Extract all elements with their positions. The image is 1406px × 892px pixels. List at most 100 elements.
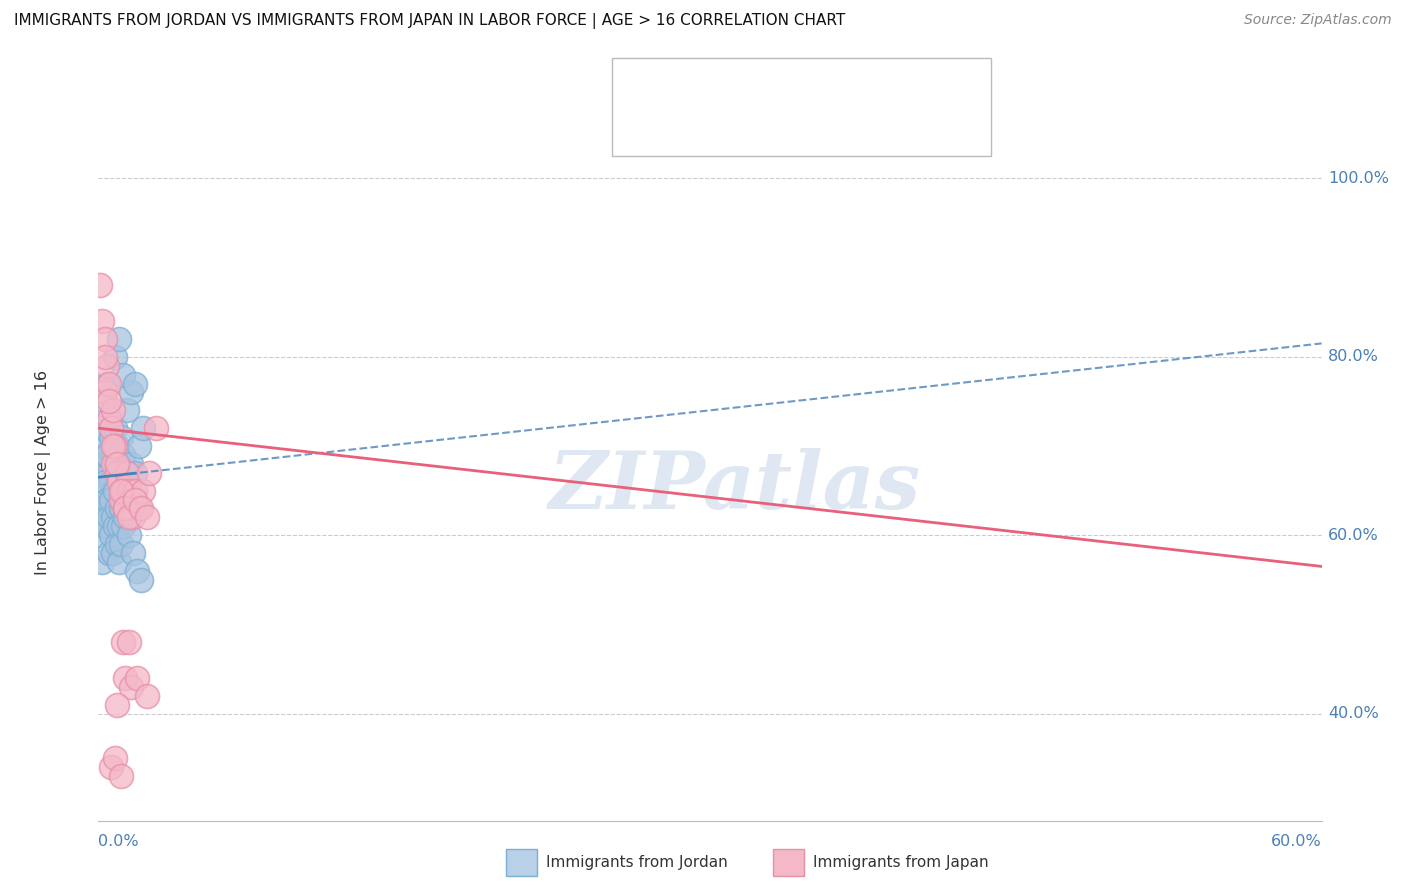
Point	[100, 421, 122, 435]
Point	[110, 483, 132, 498]
Point	[129, 501, 152, 516]
Point	[100, 760, 122, 774]
Point	[93, 394, 115, 409]
Point	[110, 769, 132, 783]
Point	[96, 439, 118, 453]
Text: Immigrants from Japan: Immigrants from Japan	[813, 855, 988, 870]
Point	[120, 492, 142, 507]
Point	[97, 519, 120, 533]
Point	[110, 466, 132, 480]
Point	[96, 492, 118, 507]
Point	[111, 519, 134, 533]
Point	[104, 421, 127, 435]
Point	[93, 448, 115, 462]
Point	[110, 430, 132, 444]
Point	[96, 448, 118, 462]
Text: R = −0.169   N = 45: R = −0.169 N = 45	[678, 112, 849, 130]
Point	[122, 510, 145, 524]
Point	[100, 430, 122, 444]
Point	[105, 457, 128, 471]
Point	[108, 475, 131, 489]
Text: 80.0%: 80.0%	[1327, 350, 1379, 364]
Text: 40.0%: 40.0%	[1327, 706, 1378, 721]
Point	[89, 457, 111, 471]
Point	[89, 278, 111, 293]
Point	[93, 332, 115, 346]
Point	[91, 314, 114, 328]
Point	[132, 421, 155, 435]
Point	[120, 457, 142, 471]
Point	[129, 573, 152, 587]
Point	[104, 457, 127, 471]
Point	[96, 376, 118, 391]
Text: IMMIGRANTS FROM JORDAN VS IMMIGRANTS FROM JAPAN IN LABOR FORCE | AGE > 16 CORREL: IMMIGRANTS FROM JORDAN VS IMMIGRANTS FRO…	[14, 13, 845, 29]
Point	[108, 555, 131, 569]
Point	[118, 528, 141, 542]
Text: ZIPatlas: ZIPatlas	[548, 448, 921, 525]
Point	[132, 483, 155, 498]
Point	[114, 466, 136, 480]
Point	[105, 466, 128, 480]
Text: 60.0%: 60.0%	[1327, 528, 1378, 542]
Point	[97, 376, 120, 391]
Point	[104, 439, 127, 453]
Text: Source: ZipAtlas.com: Source: ZipAtlas.com	[1244, 13, 1392, 28]
Text: 100.0%: 100.0%	[1327, 171, 1389, 186]
Point	[101, 457, 124, 471]
Point	[128, 439, 150, 453]
Point	[111, 368, 134, 382]
Point	[104, 483, 127, 498]
Point	[89, 528, 111, 542]
Point	[104, 519, 127, 533]
Point	[128, 501, 150, 516]
Point	[97, 546, 120, 560]
FancyBboxPatch shape	[773, 849, 804, 876]
Point	[111, 635, 134, 649]
Point	[136, 510, 159, 524]
Point	[145, 421, 167, 435]
FancyBboxPatch shape	[633, 107, 668, 136]
Point	[105, 510, 128, 524]
Point	[114, 501, 136, 516]
Point	[118, 510, 141, 524]
Text: R =  0.059   N = 70: R = 0.059 N = 70	[678, 77, 839, 95]
Point	[105, 439, 128, 453]
Point	[93, 519, 115, 533]
Point	[110, 501, 132, 516]
Point	[124, 376, 146, 391]
Point	[93, 385, 115, 400]
Point	[93, 475, 115, 489]
Point	[118, 475, 141, 489]
FancyBboxPatch shape	[506, 849, 537, 876]
Point	[91, 421, 114, 435]
Point	[127, 564, 149, 578]
Point	[124, 466, 146, 480]
Point	[96, 359, 118, 373]
Point	[100, 528, 122, 542]
Point	[114, 501, 136, 516]
Point	[100, 492, 122, 507]
Point	[111, 448, 134, 462]
Point	[97, 394, 120, 409]
Text: In Labor Force | Age > 16: In Labor Force | Age > 16	[35, 370, 52, 575]
Point	[91, 501, 114, 516]
Point	[115, 483, 138, 498]
Point	[105, 501, 128, 516]
Point	[127, 671, 149, 685]
Text: Immigrants from Jordan: Immigrants from Jordan	[546, 855, 727, 870]
FancyBboxPatch shape	[633, 71, 668, 100]
Point	[110, 492, 132, 507]
Point	[108, 519, 131, 533]
Point	[105, 537, 128, 551]
Text: 60.0%: 60.0%	[1271, 834, 1322, 849]
Point	[97, 466, 120, 480]
Point	[97, 412, 120, 426]
Point	[111, 483, 134, 498]
Point	[124, 483, 146, 498]
Point	[122, 546, 145, 560]
Point	[105, 475, 128, 489]
Point	[101, 546, 124, 560]
Point	[114, 510, 136, 524]
Point	[115, 403, 138, 417]
Point	[118, 483, 141, 498]
